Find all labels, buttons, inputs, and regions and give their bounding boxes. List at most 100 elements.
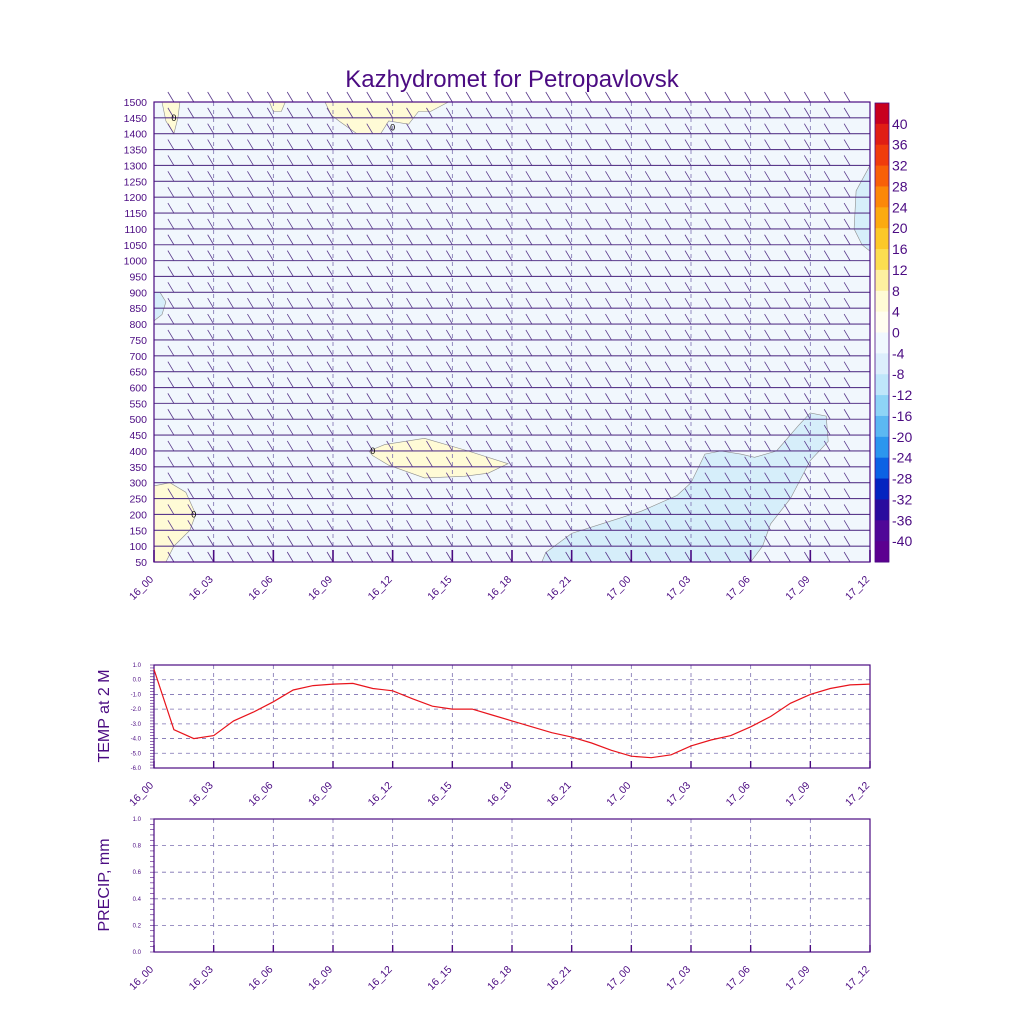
wind-barb: [266, 345, 274, 356]
wind-barb: [346, 218, 354, 230]
wind-barb: [664, 424, 672, 436]
wind-barb: [286, 313, 294, 325]
wind-barb: [346, 361, 354, 372]
wind-barb: [505, 186, 513, 198]
wind-barb: [167, 440, 175, 452]
heatmap-y-tick-label: 800: [129, 319, 147, 331]
wind-barb: [247, 202, 254, 214]
wind-barb: [784, 520, 791, 531]
wind-barb: [406, 266, 413, 277]
wind-barb: [445, 298, 453, 309]
wind-barb: [724, 409, 732, 420]
precip-x-tick-label: 16_18: [485, 964, 514, 993]
wind-barb: [744, 282, 752, 293]
wind-barb: [843, 424, 851, 436]
wind-barb: [784, 91, 791, 103]
wind-barb: [266, 504, 274, 515]
wind-barb: [445, 282, 453, 293]
wind-barb: [167, 282, 175, 293]
wind-barb: [366, 329, 374, 341]
wind-barb: [485, 488, 493, 499]
heatmap-y-tick-label: 600: [129, 383, 147, 395]
wind-barb: [306, 488, 314, 499]
wind-barb: [545, 313, 553, 325]
wind-barb: [784, 266, 791, 277]
wind-barb: [167, 313, 175, 325]
wind-barb: [764, 329, 771, 341]
wind-barb: [525, 456, 533, 468]
wind-barb: [724, 91, 732, 103]
wind-barb: [445, 393, 453, 404]
wind-barb: [445, 234, 453, 245]
heatmap-y-tick-label: 400: [129, 446, 147, 458]
wind-barb: [167, 298, 175, 309]
wind-barb: [823, 329, 831, 341]
temp-x-tick-label: 17_12: [843, 780, 872, 809]
wind-barb: [784, 345, 791, 356]
wind-barb: [187, 456, 195, 468]
wind-barb: [286, 202, 294, 214]
wind-barb: [326, 440, 334, 452]
wind-barb: [565, 107, 573, 119]
wind-barb: [664, 107, 672, 119]
wind-barb: [843, 535, 851, 547]
wind-barb: [724, 440, 732, 452]
wind-barb: [565, 535, 573, 547]
wind-barb: [803, 329, 811, 341]
wind-barb: [505, 171, 513, 182]
wind-barb: [764, 234, 771, 245]
wind-barb: [445, 409, 453, 420]
wind-barb: [565, 424, 573, 436]
wind-barb: [565, 377, 573, 388]
zero-contour-label: 0: [191, 509, 196, 519]
wind-barb: [465, 535, 473, 547]
wind-barb: [346, 202, 354, 214]
wind-barb: [306, 472, 314, 483]
wind-barb: [803, 456, 811, 468]
wind-barb: [306, 361, 314, 372]
wind-barb: [764, 266, 771, 277]
wind-barb: [465, 298, 473, 309]
wind-barb: [545, 535, 553, 547]
wind-barb: [167, 234, 175, 245]
wind-barb: [605, 488, 612, 499]
wind-barb: [426, 393, 433, 404]
wind-barb: [326, 282, 334, 293]
colorbar-label: -20: [892, 429, 912, 445]
wind-barb: [545, 171, 553, 182]
wind-barb: [167, 91, 175, 103]
colorbar-swatch: [875, 415, 889, 438]
wind-barb: [505, 472, 513, 483]
wind-barb: [326, 202, 334, 214]
wind-barb: [744, 520, 752, 531]
wind-barb: [784, 218, 791, 230]
wind-barb: [426, 551, 433, 563]
wind-barb: [724, 202, 732, 214]
heatmap-y-tick-label: 300: [129, 478, 147, 490]
wind-barb: [565, 218, 573, 230]
wind-barb: [286, 298, 294, 309]
heatmap-y-tick-label: 900: [129, 287, 147, 299]
wind-barb: [227, 218, 234, 230]
wind-barb: [366, 186, 374, 198]
wind-barb: [485, 139, 493, 150]
wind-barb: [227, 377, 234, 388]
wind-barb: [247, 298, 254, 309]
wind-barb: [684, 535, 692, 547]
wind-barb: [445, 171, 453, 182]
wind-barb: [644, 440, 652, 452]
wind-barb: [386, 504, 394, 515]
wind-barb: [505, 313, 513, 325]
wind-barb: [684, 472, 692, 483]
wind-barb: [624, 107, 632, 119]
wind-barb: [704, 171, 712, 182]
wind-barb: [744, 361, 752, 372]
wind-barb: [485, 551, 493, 563]
wind-barb: [823, 313, 831, 325]
wind-barb: [704, 298, 712, 309]
wind-barb: [306, 218, 314, 230]
wind-barb: [247, 282, 254, 293]
colorbar-label: 16: [892, 241, 908, 257]
wind-barb: [426, 456, 433, 468]
wind-barb: [306, 456, 314, 468]
